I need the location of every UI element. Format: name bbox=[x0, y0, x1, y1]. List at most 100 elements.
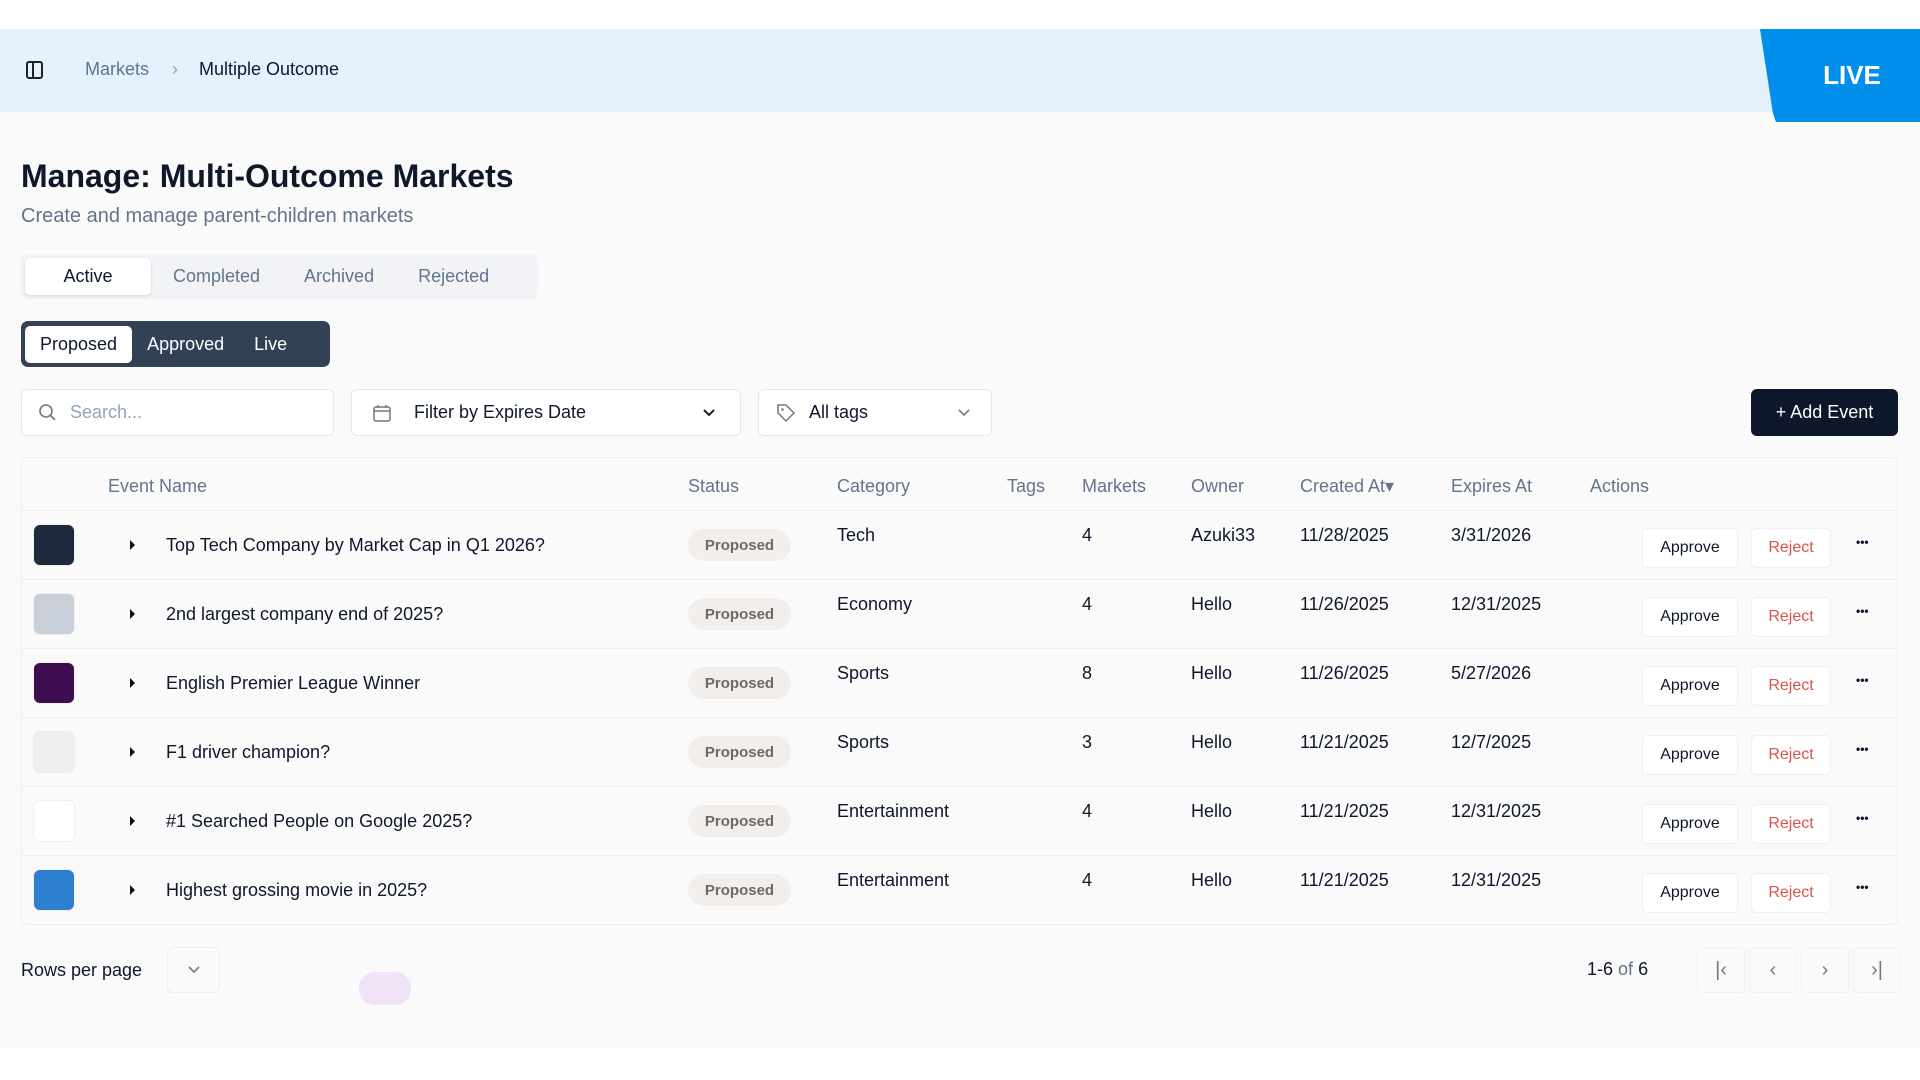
col-event-name[interactable]: Event Name bbox=[108, 476, 208, 496]
breadcrumb-current: Multiple Outcome bbox=[199, 59, 340, 79]
more-options-icon[interactable]: ••• bbox=[1856, 742, 1869, 756]
more-options-icon[interactable]: ••• bbox=[1856, 604, 1869, 618]
approve-button[interactable]: Approve bbox=[1642, 873, 1738, 913]
owner: Azuki33 bbox=[1191, 525, 1256, 545]
event-thumbnail bbox=[33, 593, 75, 635]
reject-button[interactable]: Reject bbox=[1751, 873, 1831, 913]
category: Sports bbox=[837, 732, 890, 752]
event-name[interactable]: #1 Searched People on Google 2025? bbox=[166, 811, 473, 831]
event-name[interactable]: F1 driver champion? bbox=[166, 742, 331, 762]
created-at: 11/21/2025 bbox=[1300, 870, 1389, 890]
category: Sports bbox=[837, 663, 890, 683]
chevron-down-icon bbox=[187, 966, 200, 974]
markets-count: 8 bbox=[1082, 663, 1093, 683]
expand-caret-icon[interactable] bbox=[130, 816, 135, 826]
table-row: Highest grossing movie in 2025? Proposed… bbox=[22, 856, 1897, 925]
expand-caret-icon[interactable] bbox=[130, 885, 135, 895]
breadcrumb-markets[interactable]: Markets bbox=[85, 59, 150, 79]
event-name[interactable]: Highest grossing movie in 2025? bbox=[166, 880, 428, 900]
approve-button[interactable]: Approve bbox=[1642, 666, 1738, 706]
expand-caret-icon[interactable] bbox=[130, 678, 135, 688]
last-page-button[interactable]: ›| bbox=[1853, 947, 1901, 993]
markets-count: 4 bbox=[1082, 870, 1093, 890]
event-thumbnail bbox=[33, 800, 75, 842]
expand-caret-icon[interactable] bbox=[130, 747, 135, 757]
approve-button[interactable]: Approve bbox=[1642, 597, 1738, 637]
first-page-button[interactable]: |‹ bbox=[1697, 947, 1745, 993]
event-thumbnail bbox=[33, 731, 75, 773]
table-header: Event Name Status Category Tags Markets … bbox=[22, 458, 1897, 511]
more-options-icon[interactable]: ••• bbox=[1856, 880, 1869, 894]
category: Entertainment bbox=[837, 870, 950, 890]
subtab-approved[interactable]: Approved bbox=[147, 333, 225, 354]
more-options-icon[interactable]: ••• bbox=[1856, 535, 1869, 549]
expires-at: 12/31/2025 bbox=[1451, 594, 1542, 614]
expires-at: 3/31/2026 bbox=[1451, 525, 1532, 545]
more-options-icon[interactable]: ••• bbox=[1856, 811, 1869, 825]
created-at: 11/28/2025 bbox=[1300, 525, 1389, 545]
created-at: 11/21/2025 bbox=[1300, 801, 1389, 821]
expires-at: 12/7/2025 bbox=[1451, 732, 1532, 752]
col-actions: Actions bbox=[1590, 476, 1650, 496]
search-input[interactable]: Search... bbox=[21, 389, 334, 436]
status-badge: Proposed bbox=[688, 874, 791, 906]
main-area bbox=[0, 29, 1920, 1049]
more-options-icon[interactable]: ••• bbox=[1856, 673, 1869, 687]
col-owner[interactable]: Owner bbox=[1191, 476, 1245, 496]
col-markets[interactable]: Markets bbox=[1082, 476, 1147, 496]
search-icon bbox=[39, 403, 56, 421]
total-text: 6 bbox=[1638, 959, 1649, 979]
add-event-button[interactable]: + Add Event bbox=[1751, 389, 1898, 436]
tags-filter[interactable]: All tags bbox=[758, 389, 992, 436]
expires-date-filter[interactable]: Filter by Expires Date bbox=[351, 389, 741, 436]
status-tabs: Active Completed Archived Rejected bbox=[21, 254, 538, 299]
approve-button[interactable]: Approve bbox=[1642, 804, 1738, 844]
approve-button[interactable]: Approve bbox=[1642, 735, 1738, 775]
created-at: 11/26/2025 bbox=[1300, 594, 1389, 614]
tab-active[interactable]: Active bbox=[25, 258, 151, 295]
created-at: 11/21/2025 bbox=[1300, 732, 1389, 752]
chevron-down-icon bbox=[703, 408, 715, 416]
of-text: of bbox=[1618, 959, 1634, 979]
calendar-icon bbox=[373, 404, 391, 422]
prev-page-button[interactable]: ‹ bbox=[1749, 947, 1797, 993]
tab-rejected[interactable]: Rejected bbox=[418, 266, 490, 286]
next-page-button[interactable]: › bbox=[1801, 947, 1849, 993]
page-subtitle: Create and manage parent-children market… bbox=[21, 205, 414, 227]
event-thumbnail bbox=[33, 869, 75, 911]
col-tags[interactable]: Tags bbox=[1007, 476, 1046, 496]
sidebar-toggle-icon[interactable] bbox=[26, 61, 43, 79]
status-badge: Proposed bbox=[688, 529, 791, 561]
rows-per-page-select[interactable] bbox=[167, 947, 220, 993]
tab-archived[interactable]: Archived bbox=[304, 266, 375, 286]
subtab-live[interactable]: Live bbox=[254, 333, 288, 354]
col-category[interactable]: Category bbox=[837, 476, 911, 496]
col-expires-at[interactable]: Expires At bbox=[1451, 476, 1533, 496]
table-row: English Premier League Winner Proposed S… bbox=[22, 649, 1897, 718]
event-name[interactable]: English Premier League Winner bbox=[166, 673, 421, 693]
reject-button[interactable]: Reject bbox=[1751, 804, 1831, 844]
page-title: Manage: Multi-Outcome Markets bbox=[21, 158, 514, 194]
tab-completed[interactable]: Completed bbox=[173, 266, 261, 286]
event-name[interactable]: Top Tech Company by Market Cap in Q1 202… bbox=[166, 535, 545, 555]
reject-button[interactable]: Reject bbox=[1751, 735, 1831, 775]
reject-button[interactable]: Reject bbox=[1751, 528, 1831, 568]
reject-button[interactable]: Reject bbox=[1751, 597, 1831, 637]
expires-at: 5/27/2026 bbox=[1451, 663, 1532, 683]
reject-button[interactable]: Reject bbox=[1751, 666, 1831, 706]
table-row: Top Tech Company by Market Cap in Q1 202… bbox=[22, 511, 1897, 580]
expand-caret-icon[interactable] bbox=[130, 609, 135, 619]
col-status[interactable]: Status bbox=[688, 476, 740, 496]
event-thumbnail bbox=[33, 524, 75, 566]
approve-button[interactable]: Approve bbox=[1642, 528, 1738, 568]
top-bar bbox=[0, 29, 1920, 112]
status-badge: Proposed bbox=[688, 736, 791, 768]
subtab-proposed[interactable]: Proposed bbox=[25, 325, 133, 363]
expand-caret-icon[interactable] bbox=[130, 540, 135, 550]
pagination-range: 1-6 of 6 bbox=[1587, 959, 1648, 980]
col-created-at[interactable]: Created At▾ bbox=[1300, 476, 1395, 496]
event-name[interactable]: 2nd largest company end of 2025? bbox=[166, 604, 444, 624]
category: Tech bbox=[837, 525, 876, 545]
owner: Hello bbox=[1191, 594, 1233, 614]
tag-icon bbox=[777, 403, 796, 422]
